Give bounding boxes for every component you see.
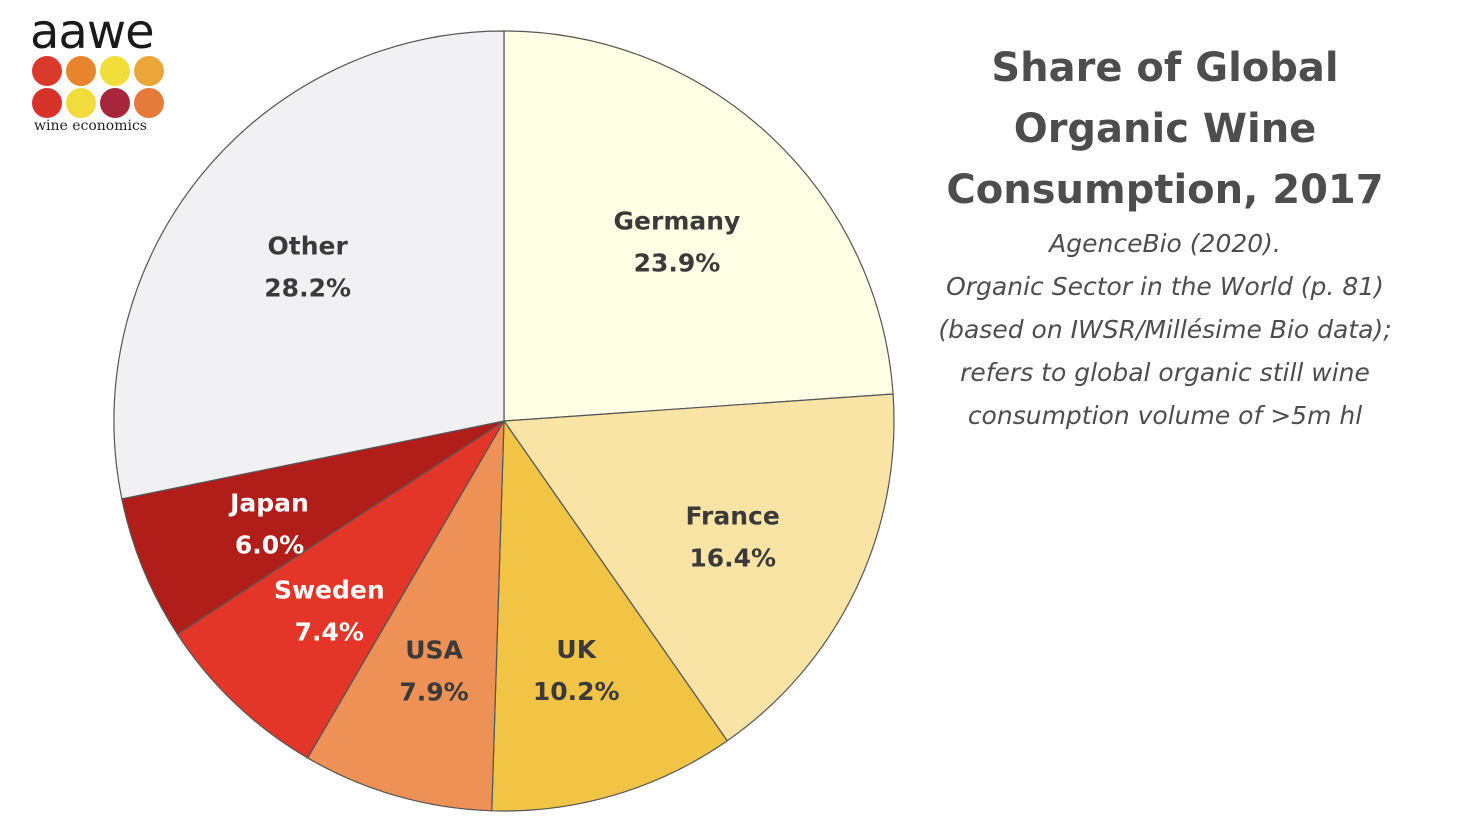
source-line: (based on IWSR/Millésime Bio data); (938, 315, 1392, 344)
pie-slice-japan (121, 420, 505, 635)
source-line: consumption volume of >5m hl (967, 401, 1363, 430)
slice-label-uk: UK (556, 635, 597, 664)
slice-label-germany: Germany (614, 207, 741, 236)
slice-value-japan: 6.0% (235, 530, 304, 559)
slice-value-usa: 7.9% (399, 678, 468, 707)
slice-value-uk: 10.2% (533, 677, 620, 706)
pie-slice-other (113, 30, 505, 500)
pie-slice-usa (306, 420, 505, 812)
logo-dot (32, 88, 62, 118)
slice-value-other: 28.2% (264, 274, 351, 303)
logo-dot (134, 56, 164, 86)
pie-slice-germany (503, 30, 894, 422)
chart-title: Share of Global Organic Wine Consumption… (930, 38, 1400, 221)
logo-wordmark: aawe (30, 4, 155, 60)
source-line: Organic Sector in the World (p. 81) (946, 272, 1384, 301)
logo-dot (32, 56, 62, 86)
logo-dot (66, 56, 96, 86)
logo-dot (100, 88, 130, 118)
slice-value-sweden: 7.4% (295, 618, 364, 647)
pie-slice-france (502, 393, 895, 742)
pie-slice-sweden (176, 420, 505, 759)
logo-dot-grid (32, 56, 172, 120)
pie-slice-uk (491, 419, 729, 812)
slice-label-other: Other (268, 232, 349, 261)
slice-label-france: France (686, 501, 780, 530)
slice-label-japan: Japan (228, 488, 309, 517)
logo-dot (66, 88, 96, 118)
logo-dot (134, 88, 164, 118)
chart-source-note: AgenceBio (2020). Organic Sector in the … (895, 222, 1435, 437)
slice-value-germany: 23.9% (634, 249, 721, 278)
logo-dot (100, 56, 130, 86)
aawe-logo: aawe wine economics (28, 4, 188, 142)
source-line: refers to global organic still wine (960, 358, 1370, 387)
logo-tagline: wine economics (34, 118, 147, 134)
slice-value-france: 16.4% (689, 543, 776, 572)
source-line: AgenceBio (2020). (1049, 229, 1281, 258)
title-line: Consumption, 2017 (946, 167, 1384, 213)
title-line: Organic Wine (1013, 106, 1317, 152)
slice-label-sweden: Sweden (274, 576, 385, 605)
slice-label-usa: USA (405, 636, 463, 665)
title-line: Share of Global (991, 45, 1339, 91)
